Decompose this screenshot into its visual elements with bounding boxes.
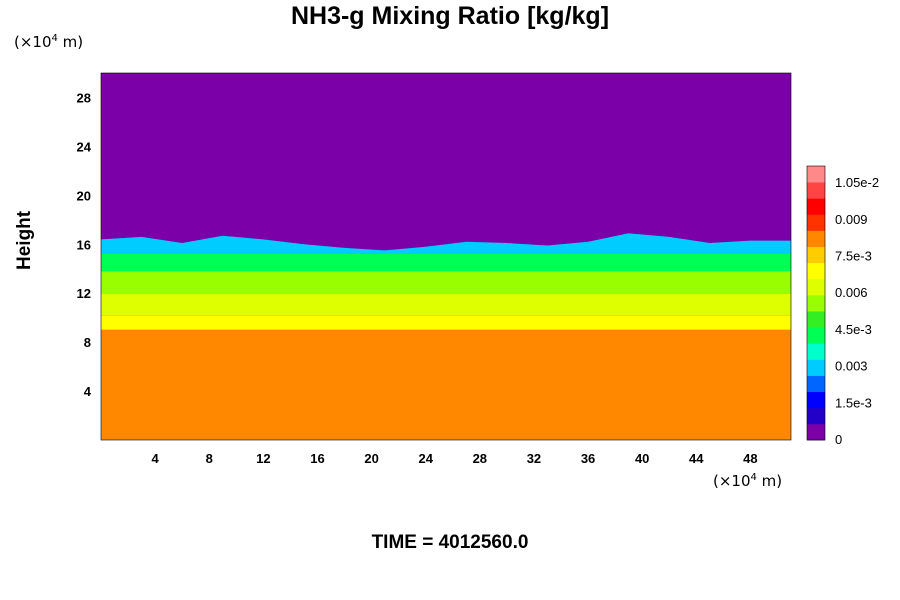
x-unit-exponent: 4 <box>750 472 757 483</box>
colorbar-swatch <box>807 359 825 376</box>
y-tick-label: 4 <box>84 384 92 399</box>
colorbar-swatch <box>807 407 825 425</box>
x-axis-unit: (×104 m) <box>713 472 782 490</box>
colorbar-tick-label: 0.009 <box>835 212 868 227</box>
y-tick-label: 12 <box>77 286 91 301</box>
colorbar-swatch <box>807 246 825 264</box>
colorbar-tick-label: 1.05e-2 <box>835 175 879 190</box>
time-label: TIME = 4012560.0 <box>371 532 529 553</box>
x-tick-label: 12 <box>256 451 270 466</box>
plot-frame <box>100 72 792 441</box>
y-unit-prefix: (×10 <box>14 33 52 51</box>
colorbar-swatch <box>807 423 825 441</box>
y-tick-labels: 4 8 12 16 20 24 28 <box>77 90 92 399</box>
x-tick-label: 28 <box>473 451 487 466</box>
colorbar-swatch <box>807 182 825 199</box>
colorbar-tick-label: 0.006 <box>835 285 868 300</box>
colorbar-swatch <box>807 375 825 393</box>
colorbar-tick-label: 1.5e-3 <box>835 395 872 410</box>
x-unit-prefix: (×10 <box>713 472 751 490</box>
colorbar-swatch <box>807 166 825 183</box>
colorbar-tick-label: 4.5e-3 <box>835 322 872 337</box>
x-tick-label: 44 <box>689 451 704 466</box>
y-axis-unit: (×104 m) <box>14 33 83 51</box>
colorbar-swatch <box>807 214 825 231</box>
colorbar-swatch <box>807 278 825 296</box>
x-tick-label: 8 <box>206 451 213 466</box>
x-tick-label: 48 <box>743 451 757 466</box>
colorbar-tick-label: 0 <box>835 432 842 447</box>
x-tick-label: 32 <box>527 451 541 466</box>
colorbar-swatch <box>807 262 825 280</box>
field-band <box>101 315 791 330</box>
colorbar-swatch <box>807 391 825 409</box>
y-tick-label: 20 <box>77 188 91 203</box>
y-unit-exponent: 4 <box>51 33 58 44</box>
field-band <box>101 329 791 440</box>
heatmap-field <box>101 73 791 440</box>
colorbar-tick-label: 7.5e-3 <box>835 249 872 264</box>
colorbar-frame <box>806 165 826 441</box>
y-tick-label: 16 <box>77 237 91 252</box>
colorbar-swatch <box>807 311 825 328</box>
x-tick-label: 16 <box>310 451 324 466</box>
field-band <box>101 271 791 294</box>
x-tick-label: 24 <box>418 451 433 466</box>
colorbar-swatch <box>807 294 825 312</box>
y-tick-label: 24 <box>77 139 92 154</box>
y-unit-suffix: m) <box>57 33 84 51</box>
x-tick-label: 40 <box>635 451 649 466</box>
colorbar-swatch <box>807 343 825 360</box>
colorbar-swatch <box>807 327 825 344</box>
x-tick-label: 36 <box>581 451 595 466</box>
y-tick-label: 8 <box>84 335 91 350</box>
colorbar-swatch <box>807 230 825 247</box>
colorbar: 0 1.5e-3 0.003 4.5e-3 0.006 7.5e-3 0.009 1.05e-… <box>806 165 879 447</box>
y-tick-label: 28 <box>77 90 91 105</box>
colorbar-tick-label: 0.003 <box>835 359 868 374</box>
field-band <box>101 293 791 316</box>
x-unit-suffix: m) <box>756 472 783 490</box>
colorbar-swatch <box>807 198 825 215</box>
field-band <box>101 254 791 272</box>
chart-title: NH3-g Mixing Ratio [kg/kg] <box>290 2 610 30</box>
x-tick-label: 4 <box>152 451 160 466</box>
x-tick-labels: 4 8 12 16 20 24 28 32 36 40 44 48 <box>152 451 758 466</box>
x-tick-label: 20 <box>364 451 378 466</box>
field-band <box>101 233 791 255</box>
